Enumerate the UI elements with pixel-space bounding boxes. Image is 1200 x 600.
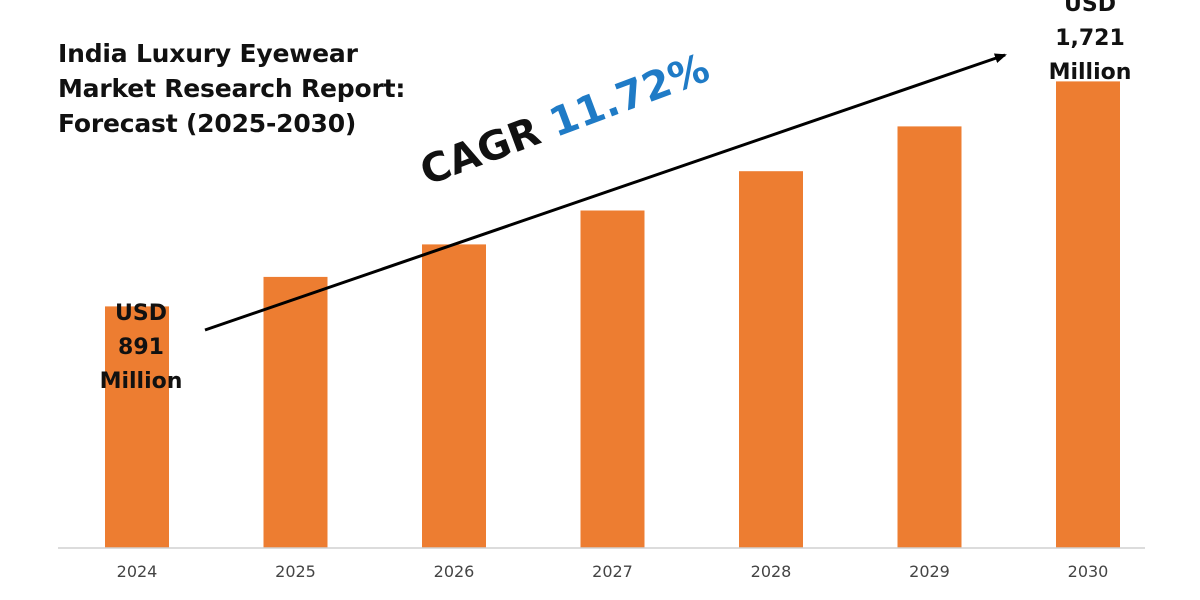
x-tick-label-2030: 2030 xyxy=(1068,562,1109,581)
end-unit-label: Million xyxy=(1048,60,1132,85)
bar-2030 xyxy=(1056,81,1120,549)
x-tick-labels: 2024 2025 2026 2027 2028 2029 2030 xyxy=(117,562,1109,581)
bar-2028 xyxy=(739,171,803,548)
trend-arrow xyxy=(204,53,1007,332)
chart-title-line-1: India Luxury Eyewear xyxy=(58,39,358,68)
x-tick-label-2028: 2028 xyxy=(751,562,792,581)
chart-title-line-3: Forecast (2025-2030) xyxy=(58,109,357,138)
bars-layer xyxy=(105,81,1120,549)
end-value-label: 1,721 xyxy=(1055,26,1125,51)
bar-2027 xyxy=(580,210,645,548)
end-value-callout: USD 1,721 Million xyxy=(1036,0,1144,90)
x-tick-label-2025: 2025 xyxy=(275,562,316,581)
start-unit-label: Million xyxy=(99,369,183,394)
chart-title: India Luxury Eyewear Market Research Rep… xyxy=(58,36,478,141)
bar-2024 xyxy=(105,306,169,548)
bar-2026 xyxy=(422,244,486,548)
start-currency-label: USD xyxy=(115,301,167,326)
x-tick-label-2026: 2026 xyxy=(434,562,475,581)
bar-2025 xyxy=(263,276,328,548)
x-tick-label-2024: 2024 xyxy=(117,562,158,581)
start-value-label: 891 xyxy=(118,335,164,360)
x-tick-label-2029: 2029 xyxy=(909,562,950,581)
start-value-callout: USD 891 Million xyxy=(88,297,194,399)
end-currency-label: USD xyxy=(1064,0,1116,17)
chart-title-line-2: Market Research Report: xyxy=(58,74,406,103)
x-tick-label-2027: 2027 xyxy=(592,562,633,581)
bar-2029 xyxy=(897,126,962,549)
